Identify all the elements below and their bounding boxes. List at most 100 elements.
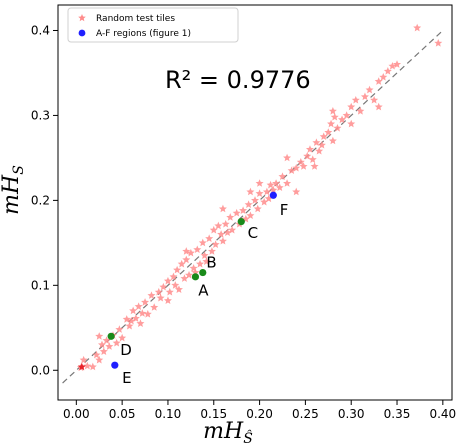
data-point-star [136, 319, 145, 327]
data-point-star [154, 287, 163, 296]
data-point-star [292, 187, 301, 196]
data-point-star [202, 257, 211, 265]
legend-circle-icon [78, 29, 86, 37]
data-point-star [360, 92, 369, 101]
data-point-star [196, 259, 205, 268]
data-point-star [393, 60, 402, 68]
data-point-star [143, 310, 152, 318]
data-point-star [292, 163, 301, 172]
data-point-star [308, 155, 317, 163]
x-tick-label: 0.15 [200, 407, 227, 421]
data-point-circle [107, 332, 115, 340]
point-label: D [120, 341, 132, 359]
data-point-star [138, 309, 147, 317]
x-tick-label: 0.30 [338, 407, 365, 421]
data-point-star [328, 136, 337, 145]
data-point-circle [237, 218, 245, 226]
data-point-star [134, 302, 143, 310]
data-point-star [102, 336, 111, 344]
data-point-star [163, 276, 172, 285]
data-point-star [95, 355, 104, 364]
data-point-star [310, 162, 319, 170]
data-point-star [370, 95, 379, 104]
data-point-star [244, 200, 253, 209]
data-point-star [165, 287, 174, 296]
data-point-star [163, 296, 172, 305]
data-point-star [269, 185, 278, 194]
data-point-star [287, 166, 296, 175]
data-point-star [127, 316, 136, 325]
data-point-star [262, 187, 271, 196]
data-point-star [246, 211, 255, 220]
data-point-star [95, 332, 104, 340]
data-point-star [383, 67, 392, 75]
data-point-star [283, 153, 292, 162]
data-point-star [356, 106, 365, 115]
y-tick-label: 0.0 [31, 363, 50, 377]
data-point-star [182, 247, 191, 255]
data-point-star [317, 140, 326, 149]
data-point-star [200, 251, 209, 259]
data-point-star [118, 333, 127, 342]
data-point-star [209, 225, 218, 234]
data-point-star [156, 293, 165, 302]
data-point-star [374, 77, 383, 85]
data-point-star [232, 208, 241, 217]
data-point-star [83, 361, 92, 370]
data-point-star [255, 189, 264, 197]
data-point-star [97, 340, 106, 349]
data-point-star [105, 342, 114, 350]
data-point-star [264, 194, 273, 203]
y-axis-label: mHS [0, 165, 27, 215]
data-point-star [299, 162, 308, 170]
y-tick-label: 0.2 [31, 193, 50, 207]
point-label: B [206, 254, 216, 272]
data-point-star [434, 39, 443, 47]
data-point-star [328, 106, 337, 115]
y-axis-ticks: 0.0 0.1 0.2 0.3 0.4 [31, 23, 58, 377]
x-tick-label: 0.35 [384, 407, 411, 421]
data-point-star [347, 102, 356, 111]
data-point-star [211, 240, 220, 248]
data-point-star [275, 183, 284, 192]
data-point-star [189, 264, 198, 272]
reference-line [62, 30, 444, 384]
data-point-star [305, 145, 314, 153]
data-point-star [218, 236, 227, 245]
data-point-star [198, 238, 207, 247]
data-point-star [347, 119, 356, 128]
data-point-star [180, 274, 189, 282]
data-point-star [272, 179, 281, 187]
data-point-star [221, 219, 230, 228]
data-point-star [278, 172, 287, 180]
data-point-star [171, 281, 180, 289]
data-point-star [88, 362, 97, 371]
legend: Random test tiles A-F regions (figure 1) [67, 7, 239, 43]
data-point-star [253, 204, 262, 213]
x-tick-label: 0.00 [63, 407, 90, 421]
data-point-star [315, 146, 324, 155]
data-point-star [239, 206, 248, 214]
legend-entry-label: A-F regions (figure 1) [96, 29, 191, 39]
x-axis-label: mHŜ [203, 419, 253, 446]
data-point-star [228, 225, 237, 234]
legend-star-icon [78, 14, 86, 22]
data-point-star [173, 265, 182, 274]
data-point-star [338, 115, 347, 124]
data-point-circle [199, 268, 207, 277]
r2-annotation: R² = 0.9776 [165, 66, 311, 94]
data-point-star [266, 180, 275, 189]
data-point-star [77, 362, 86, 371]
data-point-star [92, 350, 101, 359]
x-tick-label: 0.20 [246, 407, 273, 421]
data-point-star [260, 197, 269, 206]
plot-frame [57, 4, 453, 401]
data-point-star [182, 255, 191, 264]
data-point-star [324, 128, 333, 136]
data-point-star [255, 179, 264, 187]
data-point-star [413, 23, 422, 32]
legend-box [67, 7, 239, 43]
x-axis-ticks: 0.00 0.05 0.10 0.15 0.20 0.25 0.30 0.35 0.40 [63, 400, 456, 421]
data-point-star [193, 245, 202, 254]
